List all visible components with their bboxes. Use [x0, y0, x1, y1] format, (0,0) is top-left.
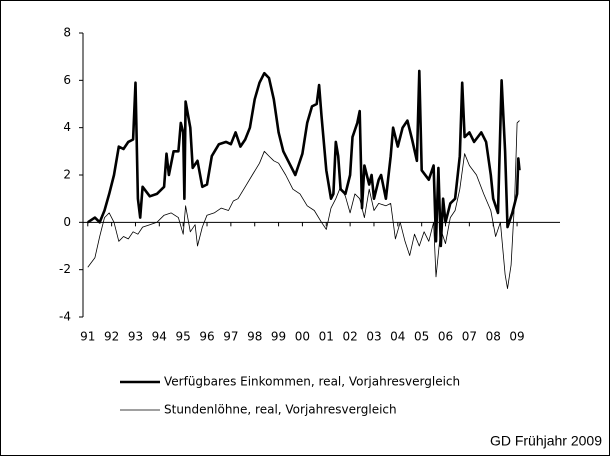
y-tick-label: -4: [59, 310, 71, 324]
legend-label: Verfügbares Einkommen, real, Vorjahresve…: [164, 375, 460, 389]
x-tick-label: 04: [390, 330, 405, 344]
x-tick-label: 00: [295, 330, 310, 344]
y-tick-label: 8: [63, 26, 71, 40]
x-tick-label: 93: [128, 330, 143, 344]
y-tick-label: 4: [63, 120, 71, 134]
x-tick-label: 94: [152, 330, 167, 344]
x-tick-label: 97: [223, 330, 238, 344]
x-tick-label: 98: [247, 330, 262, 344]
y-tick-label: 0: [63, 215, 71, 229]
source: GD Frühjahr 2009: [490, 433, 602, 449]
x-tick-label: 95: [176, 330, 191, 344]
series-line: [87, 69, 521, 248]
y-tick-label: -2: [59, 262, 71, 276]
x-tick-label: 05: [414, 330, 429, 344]
x-tick-label: 07: [462, 330, 477, 344]
x-tick-label: 96: [199, 330, 214, 344]
x-tick-label: 09: [509, 330, 524, 344]
x-tick-label: 03: [366, 330, 381, 344]
y-tick-label: 6: [63, 73, 71, 87]
x-tick-label: 02: [342, 330, 357, 344]
y-tick-label: 2: [63, 168, 71, 182]
x-tick-label: 99: [271, 330, 286, 344]
x-tick-label: 08: [486, 330, 501, 344]
x-tick-label: 01: [319, 330, 334, 344]
series-line: [87, 120, 520, 289]
x-tick-label: 06: [438, 330, 453, 344]
x-tick-label: 92: [104, 330, 119, 344]
legend-label: Stundenlöhne, real, Vorjahresvergleich: [164, 403, 397, 417]
x-tick-label: 91: [80, 330, 95, 344]
